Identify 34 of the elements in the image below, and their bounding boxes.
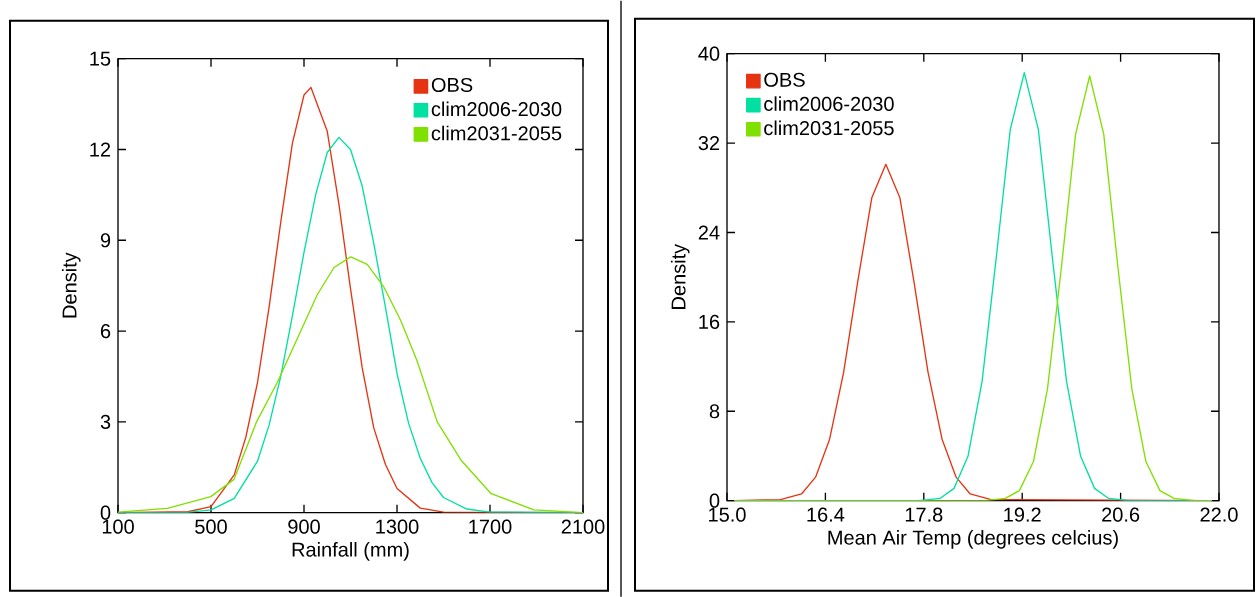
x-tick-label: 900 bbox=[288, 519, 320, 534]
y-tick-label: 15 bbox=[90, 51, 111, 66]
y-tick-label: 3 bbox=[100, 414, 111, 429]
x-tick-label: 100 bbox=[102, 519, 134, 534]
x-tick-label: 16.4 bbox=[807, 507, 845, 522]
y-tick-label: 9 bbox=[100, 233, 111, 248]
y-tick-label: 8 bbox=[709, 404, 720, 419]
legend-label: clim2031-2055 bbox=[764, 120, 894, 135]
x-tick-label: 22.0 bbox=[1200, 507, 1238, 522]
legend-label: OBS bbox=[431, 77, 473, 92]
x-axis-title: Mean Air Temp (degrees celcius) bbox=[828, 529, 1118, 549]
y-tick-label: 0 bbox=[100, 505, 111, 520]
y-tick-label: 16 bbox=[699, 314, 720, 329]
legend-label: OBS bbox=[764, 72, 805, 87]
legend-label: clim2031-2055 bbox=[431, 125, 562, 141]
x-tick-label: 17.8 bbox=[905, 507, 943, 522]
x-tick-label: 1700 bbox=[469, 519, 512, 534]
y-tick-label: 24 bbox=[698, 225, 720, 240]
y-axis-title: Density bbox=[670, 243, 690, 309]
y-tick-label: 0 bbox=[709, 493, 720, 508]
legend-label: clim2006-2030 bbox=[431, 101, 562, 117]
y-tick-label: 32 bbox=[698, 135, 720, 150]
x-axis-title: Rainfall (mm) bbox=[292, 541, 409, 561]
x-tick-label: 1300 bbox=[376, 519, 419, 534]
y-tick-label: 6 bbox=[100, 323, 111, 338]
legend-label: clim2006-2030 bbox=[764, 96, 894, 111]
y-axis-title: Density bbox=[61, 252, 81, 318]
x-tick-label: 2100 bbox=[561, 519, 605, 534]
y-tick-label: 40 bbox=[698, 46, 720, 61]
x-tick-label: 19.2 bbox=[1004, 507, 1041, 522]
x-tick-label: 15.0 bbox=[709, 507, 746, 522]
y-tick-label: 12 bbox=[90, 142, 111, 157]
x-tick-label: 20.6 bbox=[1102, 507, 1140, 522]
x-tick-label: 500 bbox=[195, 519, 227, 534]
